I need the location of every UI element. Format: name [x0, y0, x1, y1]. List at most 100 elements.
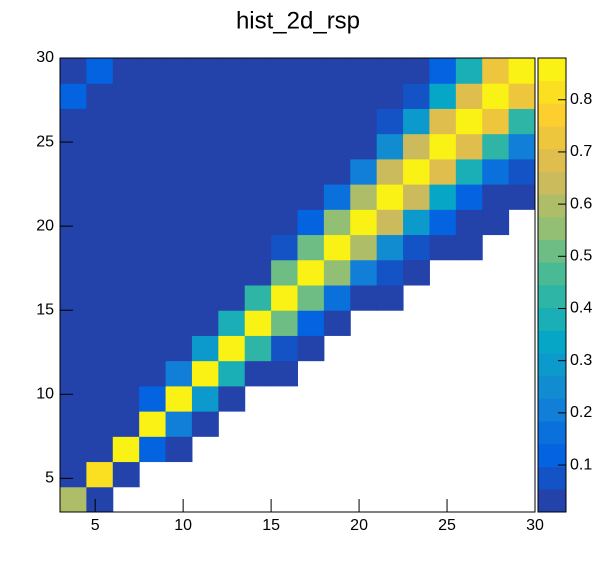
heatmap-cell — [112, 411, 140, 437]
heatmap-cell — [455, 108, 483, 135]
colorbar-band — [538, 126, 566, 150]
heatmap-cell — [139, 360, 167, 387]
y-tick-label: 10 — [36, 386, 54, 403]
heatmap-cell — [191, 234, 219, 261]
heatmap-cell — [350, 83, 378, 109]
heatmap-cell — [139, 58, 167, 84]
heatmap-cell — [139, 234, 167, 261]
colorbar-band — [538, 375, 566, 399]
heatmap-cell — [482, 83, 510, 109]
heatmap-cell — [271, 259, 298, 286]
heatmap-cell — [139, 209, 167, 236]
heatmap-cell — [165, 133, 193, 160]
heatmap-cell — [271, 310, 298, 336]
heatmap-cell — [271, 133, 298, 160]
heatmap-cell — [350, 58, 378, 84]
heatmap-cell — [403, 158, 430, 185]
heatmap-cell — [297, 83, 325, 109]
heatmap-cell — [139, 310, 167, 336]
heatmap-cell — [323, 83, 351, 109]
y-tick-label: 20 — [36, 217, 54, 234]
heatmap-cell — [86, 184, 114, 210]
heatmap-cell — [86, 158, 114, 185]
heatmap-cell — [86, 486, 114, 513]
heatmap-cell — [112, 310, 140, 336]
heatmap-cell — [86, 360, 114, 387]
y-tick-label: 5 — [45, 470, 54, 487]
heatmap-cell — [297, 259, 325, 286]
colorbar-band — [538, 307, 566, 331]
heatmap-cell — [60, 411, 87, 437]
y-tick-label: 25 — [36, 133, 54, 150]
heatmap-cell — [429, 158, 457, 185]
heatmap-cell — [139, 158, 167, 185]
heatmap-cell — [297, 108, 325, 135]
heatmap-cell — [60, 285, 87, 311]
heatmap-cell — [60, 58, 87, 84]
heatmap-cell — [350, 158, 378, 185]
heatmap-cell — [112, 285, 140, 311]
heatmap-cell — [429, 234, 457, 261]
heatmap-cell — [376, 58, 404, 84]
heatmap-cell — [112, 83, 140, 109]
heatmap-cell — [112, 385, 140, 412]
heatmap-cell — [271, 360, 298, 387]
colorbar-band — [538, 353, 566, 377]
heatmap-cell — [376, 259, 404, 286]
heatmap-cell — [376, 158, 404, 185]
heatmap-cell — [112, 133, 140, 160]
heatmap-cell — [350, 108, 378, 135]
heatmap-cell — [429, 209, 457, 236]
heatmap-cell — [350, 285, 378, 311]
heatmap-cell — [403, 133, 430, 160]
heatmap-cell — [244, 83, 272, 109]
heatmap-cell — [376, 108, 404, 135]
colorbar-tick-label: 0.1 — [570, 456, 592, 473]
colorbar-tick-label: 0.2 — [570, 404, 592, 421]
heatmap-cell — [271, 285, 298, 311]
heatmap-cell — [429, 108, 457, 135]
heatmap-cell — [218, 310, 246, 336]
heatmap-cell — [482, 133, 510, 160]
heatmap-cell — [271, 184, 298, 210]
heatmap-cell — [271, 108, 298, 135]
colorbar-band — [538, 466, 566, 490]
heatmap-cell — [403, 234, 430, 261]
heatmap-cell — [455, 158, 483, 185]
heatmap-cell — [508, 58, 536, 84]
heatmap-cell — [218, 184, 246, 210]
colorbar-band — [538, 330, 566, 354]
heatmap-cell — [297, 184, 325, 210]
heatmap-cell — [218, 209, 246, 236]
heatmap-cell — [165, 259, 193, 286]
heatmap-cell — [112, 259, 140, 286]
heatmap-cell — [191, 108, 219, 135]
heatmap-cell — [455, 234, 483, 261]
heatmap-cell — [508, 184, 536, 210]
heatmap-cell — [86, 58, 114, 84]
heatmap-cell — [191, 310, 219, 336]
heatmap-cell — [112, 436, 140, 463]
heatmap-cell — [244, 360, 272, 387]
heatmap-cell — [86, 108, 114, 135]
heatmap-cell — [60, 83, 87, 109]
colorbar-band — [538, 489, 566, 513]
heatmap-cell — [191, 209, 219, 236]
heatmap-cell — [86, 209, 114, 236]
heatmap-cell — [508, 108, 536, 135]
heatmap-cell — [323, 184, 351, 210]
heatmap-cell — [508, 158, 536, 185]
heatmap-cell — [297, 335, 325, 362]
heatmap-cell — [508, 133, 536, 160]
heatmap-cell — [165, 285, 193, 311]
heatmap-cell — [139, 133, 167, 160]
heatmap-cell — [191, 385, 219, 412]
heatmap-cell — [139, 108, 167, 135]
heatmap-cell — [86, 411, 114, 437]
heatmap-cell — [86, 335, 114, 362]
heatmap-cell — [60, 360, 87, 387]
heatmap-cell — [60, 385, 87, 412]
heatmap-cell — [165, 83, 193, 109]
colorbar-band — [538, 194, 566, 218]
y-tick-label: 15 — [36, 301, 54, 318]
